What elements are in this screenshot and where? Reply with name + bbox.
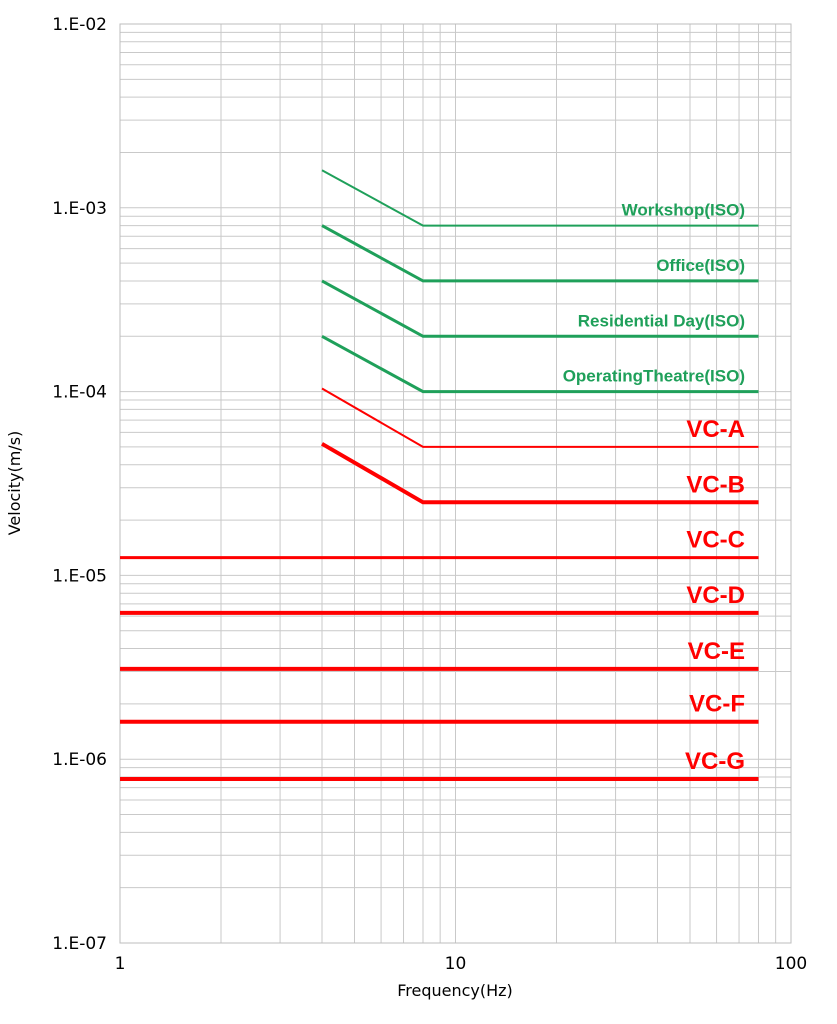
series-label: VC-F (689, 691, 745, 718)
series-label: VC-B (686, 471, 745, 498)
y-tick-label: 1.E-04 (52, 383, 107, 403)
x-axis-title: Frequency(Hz) (397, 981, 513, 1000)
x-tick-label: 100 (775, 954, 807, 974)
y-tick-label: 1.E-05 (52, 566, 107, 586)
series-label: VC-D (686, 582, 745, 609)
series-line-office-iso- (321, 224, 759, 283)
y-tick-label: 1.E-03 (52, 199, 107, 219)
series-lines (120, 169, 759, 781)
y-tick-label: 1.E-02 (52, 15, 107, 35)
series-line-workshop-iso- (321, 169, 759, 227)
y-axis-tick-labels: 1.E-02 1.E-03 1.E-04 1.E-05 1.E-06 1.E-07 (52, 15, 107, 954)
x-axis-tick-labels: 1 10 100 (115, 954, 808, 974)
series-label: Residential Day(ISO) (578, 311, 745, 330)
x-tick-label: 10 (445, 954, 467, 974)
series-label: Office(ISO) (656, 256, 745, 275)
series-label: VC-E (688, 638, 745, 665)
series-line-operatingtheatre-iso- (321, 334, 759, 394)
series-label: Workshop(ISO) (622, 201, 745, 220)
series-line-residential-day-iso- (321, 279, 759, 338)
plot-area-border (119, 23, 792, 944)
series-label: VC-A (686, 416, 745, 443)
y-tick-label: 1.E-07 (52, 934, 107, 954)
series-label: VC-G (685, 748, 745, 775)
x-tick-label: 1 (115, 954, 126, 974)
grid (119, 24, 791, 944)
series-label: OperatingTheatre(ISO) (563, 367, 745, 386)
series-labels: Workshop(ISO) Office(ISO) Residential Day(… (563, 201, 745, 775)
series-label: VC-C (686, 527, 745, 554)
y-axis-title: Velocity(m/s) (5, 431, 24, 536)
series-line-vc-b (320, 442, 759, 505)
y-tick-label: 1.E-06 (52, 750, 107, 770)
series-line-vc-a (321, 387, 759, 448)
